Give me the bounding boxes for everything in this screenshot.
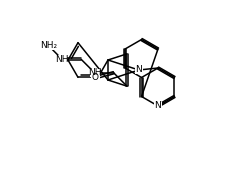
- Bar: [134, 66, 142, 74]
- Text: NH₂: NH₂: [40, 41, 57, 50]
- Text: NH: NH: [55, 55, 69, 64]
- Bar: [90, 74, 99, 82]
- Text: N: N: [154, 102, 161, 110]
- Text: N: N: [135, 66, 141, 74]
- Bar: [153, 102, 161, 110]
- Text: NH: NH: [87, 68, 101, 77]
- Bar: [42, 41, 55, 50]
- Text: O: O: [91, 73, 98, 82]
- Bar: [57, 55, 67, 63]
- Bar: [89, 69, 99, 77]
